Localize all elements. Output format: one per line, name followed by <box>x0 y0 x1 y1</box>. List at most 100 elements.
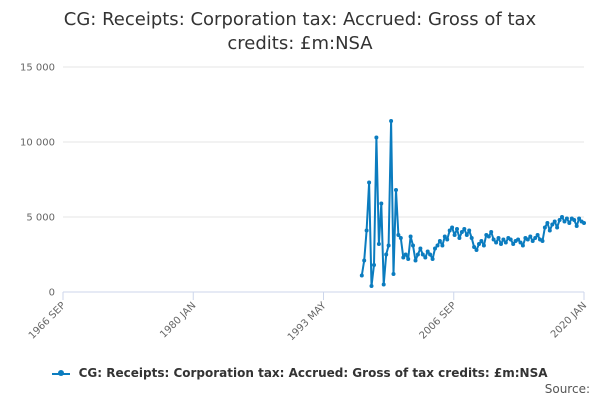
data-point[interactable] <box>445 237 450 242</box>
x-tick-label: 1980 JAN <box>158 300 198 340</box>
data-point[interactable] <box>379 201 384 206</box>
data-point[interactable] <box>384 252 389 257</box>
source-label: Source: <box>544 382 590 396</box>
data-point[interactable] <box>415 252 420 257</box>
data-point[interactable] <box>428 252 433 257</box>
data-point[interactable] <box>450 225 455 230</box>
series-layer <box>359 119 586 288</box>
data-point[interactable] <box>401 255 406 260</box>
data-point[interactable] <box>372 263 376 267</box>
data-point[interactable] <box>535 233 540 237</box>
data-point[interactable] <box>359 273 364 278</box>
data-point[interactable] <box>440 243 445 248</box>
data-point[interactable] <box>582 221 586 225</box>
data-point[interactable] <box>455 227 459 231</box>
data-point[interactable] <box>406 257 411 261</box>
data-point[interactable] <box>574 224 579 228</box>
data-point[interactable] <box>423 255 428 260</box>
data-point[interactable] <box>447 228 452 233</box>
y-tick-label: 0 <box>49 288 55 299</box>
data-point[interactable] <box>408 234 413 239</box>
data-point[interactable] <box>503 240 508 245</box>
data-point[interactable] <box>467 228 472 233</box>
data-point[interactable] <box>479 239 484 243</box>
data-point[interactable] <box>413 258 418 263</box>
data-point[interactable] <box>457 236 462 240</box>
data-point[interactable] <box>491 237 496 242</box>
data-point[interactable] <box>511 242 516 246</box>
data-point[interactable] <box>518 240 523 245</box>
data-point[interactable] <box>564 216 569 221</box>
legend[interactable]: CG: Receipts: Corporation tax: Accrued: … <box>0 366 600 380</box>
data-point[interactable] <box>477 242 481 246</box>
data-point[interactable] <box>381 282 386 287</box>
data-point[interactable] <box>464 233 469 237</box>
data-point[interactable] <box>508 237 513 242</box>
data-point[interactable] <box>437 239 442 243</box>
data-point[interactable] <box>364 228 369 233</box>
data-point[interactable] <box>494 240 499 245</box>
data-point[interactable] <box>533 236 538 240</box>
data-point[interactable] <box>562 219 567 224</box>
data-point[interactable] <box>396 233 401 237</box>
y-tick-label: 5 000 <box>26 213 55 224</box>
data-point[interactable] <box>398 236 403 240</box>
y-tick-label: 15 000 <box>20 63 55 74</box>
data-point[interactable] <box>489 230 494 234</box>
data-point[interactable] <box>499 242 503 246</box>
data-point[interactable] <box>520 243 525 248</box>
data-point[interactable] <box>376 242 381 246</box>
data-point[interactable] <box>542 225 547 230</box>
data-point[interactable] <box>425 249 430 254</box>
data-point[interactable] <box>560 215 564 219</box>
data-point[interactable] <box>540 239 545 243</box>
data-point[interactable] <box>435 243 440 248</box>
data-point[interactable] <box>528 234 533 239</box>
data-point[interactable] <box>552 219 557 224</box>
data-point[interactable] <box>391 272 396 276</box>
data-point[interactable] <box>411 243 415 248</box>
data-point[interactable] <box>462 227 467 231</box>
data-point[interactable] <box>374 135 379 140</box>
data-point[interactable] <box>481 243 486 248</box>
data-point[interactable] <box>362 258 367 263</box>
data-point[interactable] <box>394 188 398 192</box>
data-point[interactable] <box>433 246 437 251</box>
data-point[interactable] <box>486 234 491 239</box>
data-point[interactable] <box>442 234 447 239</box>
data-point[interactable] <box>545 221 550 225</box>
data-point[interactable] <box>472 245 477 249</box>
data-point[interactable] <box>474 248 479 252</box>
data-point[interactable] <box>367 180 372 185</box>
data-point[interactable] <box>459 230 464 234</box>
x-tick-label: 1993 MAY <box>286 300 329 343</box>
data-point[interactable] <box>496 236 501 240</box>
data-point[interactable] <box>369 284 374 288</box>
legend-label: CG: Receipts: Corporation tax: Accrued: … <box>78 366 548 380</box>
x-tick-label: 2006 SEP <box>418 300 459 341</box>
data-point[interactable] <box>516 237 521 242</box>
data-point[interactable] <box>525 237 530 242</box>
data-point[interactable] <box>530 239 535 243</box>
data-point[interactable] <box>557 218 562 222</box>
data-point[interactable] <box>469 236 474 240</box>
legend-line-marker-icon <box>52 369 71 376</box>
data-point[interactable] <box>550 222 555 227</box>
data-point[interactable] <box>389 119 394 123</box>
data-point[interactable] <box>572 218 577 222</box>
data-point[interactable] <box>452 233 457 237</box>
y-tick-label: 10 000 <box>20 138 55 149</box>
data-point[interactable] <box>420 252 425 257</box>
data-point[interactable] <box>403 252 408 257</box>
data-point[interactable] <box>547 228 552 233</box>
series-line[interactable] <box>360 120 585 287</box>
data-point[interactable] <box>418 246 423 251</box>
data-point[interactable] <box>567 221 572 225</box>
y-axis: 0 5 000 10 000 15 000 <box>20 63 55 299</box>
data-point[interactable] <box>577 216 582 221</box>
data-point[interactable] <box>430 257 435 261</box>
data-point[interactable] <box>501 237 506 242</box>
data-point[interactable] <box>386 243 391 248</box>
data-point[interactable] <box>555 225 560 230</box>
